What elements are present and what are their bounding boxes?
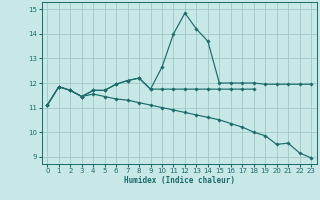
X-axis label: Humidex (Indice chaleur): Humidex (Indice chaleur) xyxy=(124,176,235,185)
